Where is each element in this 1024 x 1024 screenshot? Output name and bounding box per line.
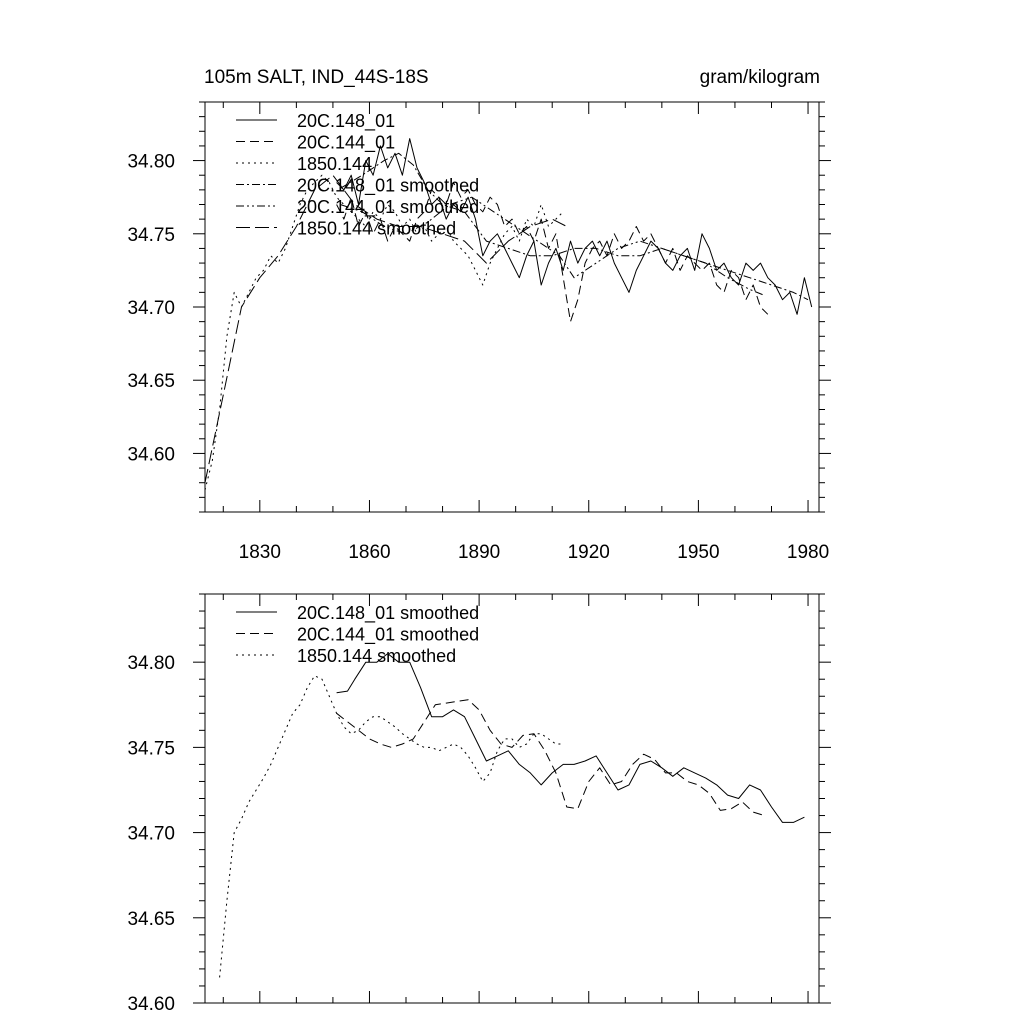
- y-tick-label: 34.60: [127, 994, 175, 1015]
- y-tick-label: 34.80: [127, 653, 175, 674]
- series-line: [336, 699, 765, 816]
- legend-label: 20C.144_01: [297, 133, 395, 154]
- series-line: [204, 174, 564, 491]
- legend-label: 20C.144_01 smoothed: [297, 625, 479, 646]
- series-line: [219, 675, 564, 978]
- y-tick-label: 34.75: [127, 738, 175, 759]
- series-line: [339, 152, 809, 301]
- y-tick-label: 34.70: [127, 298, 175, 319]
- legend-label: 20C.148_01 smoothed: [297, 176, 479, 197]
- x-tick-label: 1920: [568, 542, 610, 563]
- series-line: [204, 174, 568, 483]
- series-line: [340, 196, 765, 296]
- y-tick-label: 34.65: [127, 371, 175, 392]
- bottom-panel: 34.60 34.65 34.70 34.75 34.80 20C.148_01 smoo…: [127, 593, 831, 1015]
- series-line: [336, 182, 769, 323]
- legend-label: 20C.148_01: [297, 111, 395, 132]
- x-tick-label: 1890: [458, 542, 500, 563]
- series-line: [336, 653, 805, 823]
- x-tick-label: 1980: [787, 542, 829, 563]
- top-panel: 1830 1860 1890 1920 1950 1980 34.60 34.65 34.70 3…: [127, 101, 831, 563]
- x-tick-label: 1860: [348, 542, 390, 563]
- legend-label: 1850.144 smoothed: [297, 646, 456, 666]
- y-tick-label: 34.60: [127, 444, 175, 465]
- series-line: [336, 138, 813, 315]
- legend-label: 1850.144 smoothed: [297, 219, 456, 239]
- y-tick-label: 34.80: [127, 152, 175, 173]
- legend-label: 20C.148_01 smoothed: [297, 603, 479, 624]
- chart-units: gram/kilogram: [700, 67, 820, 88]
- y-tick-label: 34.75: [127, 225, 175, 246]
- legend-label: 1850.144: [297, 154, 372, 174]
- x-tick-label: 1950: [677, 542, 719, 563]
- y-tick-label: 34.70: [127, 824, 175, 845]
- x-tick-label: 1830: [239, 542, 281, 563]
- chart-title: 105m SALT, IND_44S-18S: [204, 67, 429, 88]
- legend-label: 20C.144_01 smoothed: [297, 197, 479, 218]
- y-tick-label: 34.65: [127, 909, 175, 930]
